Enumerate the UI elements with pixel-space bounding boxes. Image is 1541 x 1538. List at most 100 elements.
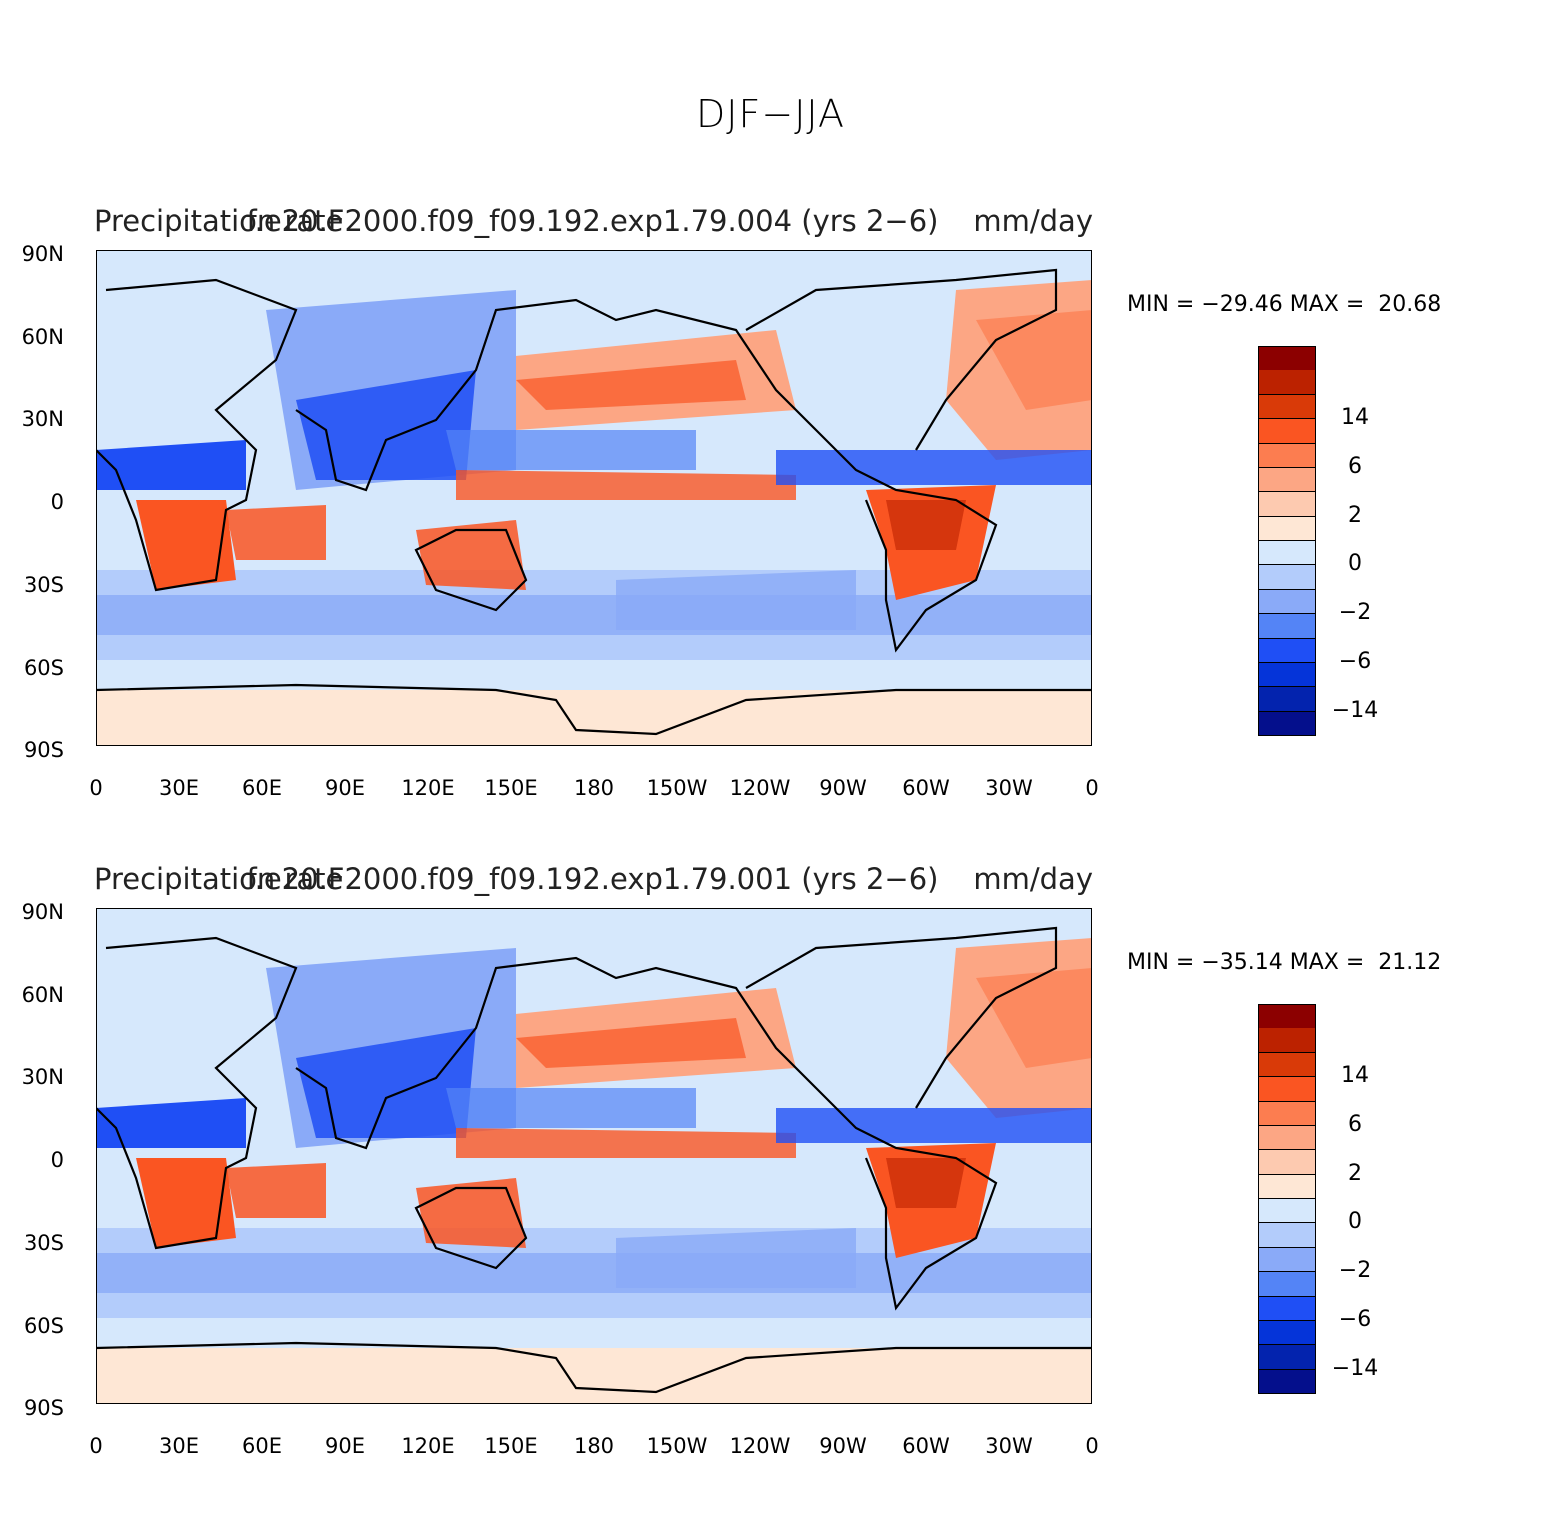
x-tick-label: 120W [729,1434,791,1458]
colorbar-swatch [1258,711,1316,736]
x-tick-label: 0 [89,1434,103,1458]
figure-title: DJF−JJA [696,92,845,136]
x-tick-label: 0 [1085,776,1099,800]
map-plot-area [96,250,1092,746]
x-tick-label: 90W [819,776,867,800]
colorbar-swatch [1258,662,1316,688]
colorbar-label: 14 [1341,405,1369,431]
x-tick-label: 150W [646,1434,708,1458]
y-tick-label: 30S [23,1231,64,1255]
colorbar-swatch [1258,1101,1316,1126]
x-tick-label: 180 [573,1434,615,1458]
colorbar-label: 0 [1348,551,1362,577]
coastline-lines [96,926,1092,1394]
x-tick-label: 150E [484,776,538,800]
colorbar-swatch [1258,1296,1316,1321]
y-tick-label: 30N [21,1065,64,1089]
x-tick-label: 90E [325,1434,365,1458]
colorbar-swatch [1258,1272,1316,1297]
x-tick-label: 60E [242,1434,282,1458]
colorbar-label: 0 [1348,1209,1362,1235]
colorbar [1258,346,1316,736]
x-tick-label: 90E [325,776,365,800]
x-tick-label: 120W [729,776,791,800]
y-tick-label: 60S [23,1314,64,1338]
x-tick-label: 150W [646,776,708,800]
colorbar-swatch [1258,1052,1316,1078]
colorbar-swatch [1258,589,1316,615]
x-tick-label: 60W [902,776,950,800]
colorbar-swatch [1258,1028,1316,1053]
y-tick-label: 0 [50,1148,64,1172]
colorbar-label: 2 [1348,502,1362,528]
y-tick-label: 30S [23,573,64,597]
colorbar-swatch [1258,541,1316,566]
colorbar-swatch [1258,1077,1316,1102]
colorbar-swatch [1258,346,1316,372]
colorbar-swatch [1258,638,1316,663]
colorbar-label: 14 [1341,1063,1369,1089]
colorbar-swatch [1258,1150,1316,1175]
colorbar-label: 6 [1348,453,1362,479]
x-tick-label: 30W [985,1434,1033,1458]
x-tick-label: 60E [242,776,282,800]
y-tick-label: 60N [21,325,64,349]
min-max-stats: MIN = −35.14 MAX = 21.12 [1127,950,1442,975]
panel-case-title: f.e20.F2000.f09_f09.192.exp1.79.001 (yrs… [246,862,939,896]
colorbar-label: −6 [1338,648,1372,674]
panel-variable-title: Precipitation rate [94,204,344,238]
y-tick-label: 60N [21,983,64,1007]
colorbar-swatch [1258,1174,1316,1199]
colorbar-label: −14 [1331,697,1379,723]
y-tick-label: 0 [50,490,64,514]
panel-case-title: f.e20.F2000.f09_f09.192.exp1.79.004 (yrs… [246,204,939,238]
colorbar-swatch [1258,1199,1316,1224]
x-tick-label: 30W [985,776,1033,800]
y-tick-label: 90N [21,900,64,924]
colorbar-swatch [1258,467,1316,493]
x-tick-label: 0 [89,776,103,800]
y-tick-label: 60S [23,656,64,680]
colorbar-swatch [1258,1345,1316,1370]
y-tick-label: 90S [23,1396,64,1420]
map-plot-area [96,908,1092,1404]
coastline-lines [96,268,1092,736]
panel-units-title: mm/day [973,204,1093,238]
x-tick-label: 120E [401,1434,455,1458]
x-tick-label: 60W [902,1434,950,1458]
colorbar-label: −6 [1338,1306,1372,1332]
colorbar-swatch [1258,1004,1316,1030]
colorbar-swatch [1258,1320,1316,1346]
colorbar-label: 2 [1348,1160,1362,1186]
colorbar-swatch [1258,516,1316,541]
colorbar-swatch [1258,370,1316,395]
panel-variable-title: Precipitation rate [94,862,344,896]
colorbar-swatch [1258,1247,1316,1273]
y-tick-label: 90S [23,738,64,762]
map-panel-2: Precipitation rate f.e20.F2000.f09_f09.1… [0,858,1541,1498]
x-tick-label: 180 [573,776,615,800]
colorbar-label: 6 [1348,1111,1362,1137]
panel-units-title: mm/day [973,862,1093,896]
colorbar-swatch [1258,565,1316,590]
y-tick-label: 90N [21,242,64,266]
colorbar-label: −2 [1338,600,1372,626]
colorbar-swatch [1258,394,1316,420]
colorbar-swatch [1258,1125,1316,1151]
precipitation-map [96,250,1092,746]
x-tick-label: 0 [1085,1434,1099,1458]
colorbar-label: −2 [1338,1258,1372,1284]
colorbar-swatch [1258,687,1316,712]
map-panel-1: Precipitation rate f.e20.F2000.f09_f09.1… [0,200,1541,840]
colorbar-swatch [1258,492,1316,517]
min-max-stats: MIN = −29.46 MAX = 20.68 [1127,292,1442,317]
x-tick-label: 120E [401,776,455,800]
precipitation-map [96,908,1092,1404]
x-tick-label: 90W [819,1434,867,1458]
colorbar-swatch [1258,1369,1316,1394]
colorbar-label: −14 [1331,1355,1379,1381]
x-tick-label: 30E [159,1434,199,1458]
y-tick-label: 30N [21,407,64,431]
colorbar-swatch [1258,614,1316,639]
colorbar [1258,1004,1316,1394]
